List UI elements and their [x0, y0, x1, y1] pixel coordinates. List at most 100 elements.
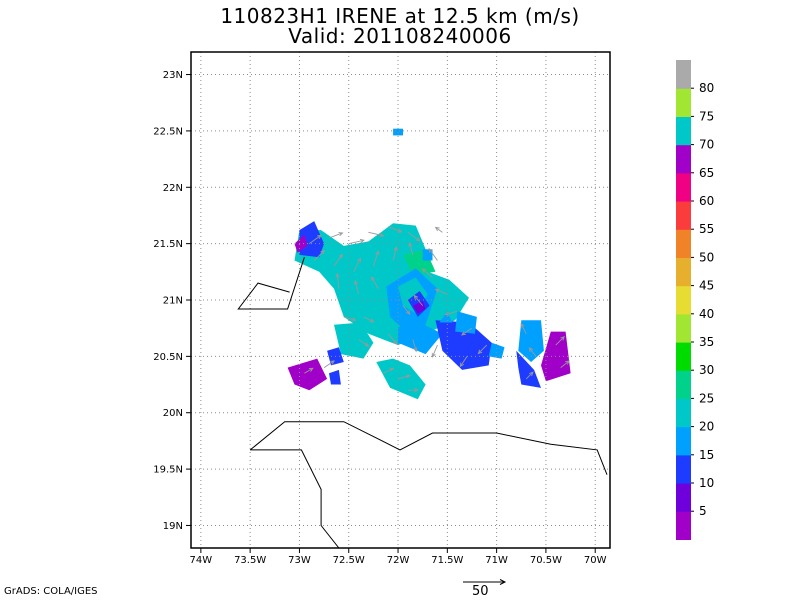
wind-speed-patch — [287, 358, 328, 391]
wind-vector-shaft — [520, 323, 527, 335]
wind-vector-head — [320, 249, 326, 255]
wind-vector — [461, 327, 473, 336]
colorbar-label: 45 — [699, 279, 714, 293]
wind-vector-shaft — [402, 305, 411, 315]
grads-credit: GrADS: COLA/IGES — [4, 586, 98, 597]
wind-vector-shaft — [528, 347, 537, 357]
lat-tick-label: 21.5N — [153, 239, 183, 250]
colorbar-segment — [676, 285, 691, 315]
colorbar-label: 30 — [699, 363, 714, 377]
lat-lon-grid — [191, 52, 610, 548]
wind-vector-shaft — [323, 360, 335, 369]
wind-vector — [477, 344, 488, 355]
wind-vector — [412, 339, 418, 353]
wind-vector-head — [392, 339, 398, 345]
wind-vector-head — [444, 311, 450, 316]
map-title-line2: Valid: 201108240006 — [288, 24, 512, 48]
wind-vector — [434, 226, 443, 233]
wind-vector — [304, 367, 314, 374]
wind-vector — [408, 242, 414, 256]
wind-vector-head — [317, 234, 322, 239]
lon-tick-label: 73W — [288, 555, 311, 566]
wind-vector — [371, 276, 379, 289]
colorbar-label: 40 — [699, 307, 714, 321]
wind-vector — [421, 268, 433, 278]
wind-vector-head — [351, 317, 357, 322]
wind-vector — [525, 371, 534, 380]
wind-vector-head — [330, 360, 336, 365]
wind-vector-shaft — [368, 231, 384, 237]
wind-vector-shaft — [309, 234, 322, 245]
wind-vector — [387, 333, 398, 345]
wind-vector-shaft — [328, 232, 343, 239]
lat-tick-label: 19N — [163, 521, 183, 532]
wind-vector-head — [413, 294, 419, 300]
wind-vector-shaft — [397, 375, 410, 380]
wind-vector-shaft — [560, 360, 570, 368]
wind-vector-shaft — [461, 327, 473, 336]
wind-vector-head — [338, 232, 344, 237]
wind-vector-shaft — [422, 268, 433, 278]
colorbar-label: 20 — [699, 420, 714, 434]
wind-vector-head — [528, 347, 534, 352]
wind-vector-head — [408, 242, 413, 248]
lon-tick-label: 70.5W — [530, 555, 562, 566]
colorbar-label: 75 — [699, 109, 714, 123]
colorbar-segment — [676, 229, 691, 258]
wind-vector-shaft — [304, 367, 314, 374]
wind-vector-head — [421, 268, 427, 273]
wind-vector-head — [560, 335, 565, 341]
colorbar-label: 55 — [699, 222, 714, 236]
lon-tick-label: 72.5W — [333, 555, 365, 566]
wind-vector-shaft — [387, 333, 397, 345]
wind-speed-shading — [287, 128, 571, 400]
colorbar-segment — [676, 144, 691, 174]
wind-vector — [392, 246, 398, 261]
lon-tick-label: 71W — [485, 555, 508, 566]
wind-vector-shaft — [445, 310, 458, 316]
wind-vectors — [304, 226, 570, 393]
colorbar: 5 10 15 20 25 30 35 40 45 50 55 60 65 70 75 80 — [676, 60, 714, 540]
colorbar-segment — [676, 342, 691, 371]
wind-speed-patch — [376, 358, 426, 400]
wind-vector-head — [434, 226, 440, 232]
wind-vector — [348, 238, 365, 245]
wind-vector-shaft — [392, 246, 397, 261]
colorbar-segment — [676, 426, 691, 456]
wind-vector — [353, 279, 360, 295]
wind-vector-head — [389, 367, 395, 372]
wind-vector — [328, 232, 344, 239]
wind-vector-shaft — [313, 250, 325, 261]
wind-vector — [383, 367, 395, 374]
wind-vector-head — [359, 238, 365, 244]
wind-vector-head — [364, 342, 370, 347]
wind-speed-patch — [455, 311, 477, 334]
wind-vector-head — [393, 246, 398, 252]
colorbar-segment — [676, 511, 691, 540]
wind-vector — [434, 288, 448, 295]
lat-tick-label: 21N — [163, 296, 183, 307]
wind-vector-head — [428, 247, 433, 253]
wind-vector-head — [528, 371, 534, 377]
lat-tick-label: 23N — [163, 70, 183, 81]
wind-vector-shaft — [358, 339, 369, 347]
wind-vector-shaft — [412, 339, 417, 352]
wind-vector — [343, 316, 357, 322]
wind-vector — [368, 231, 385, 238]
wind-vector-head — [397, 228, 403, 233]
wind-vector-shaft — [354, 280, 360, 295]
wind-vector — [459, 356, 468, 368]
wind-vector — [333, 253, 343, 267]
colorbar-segment — [676, 370, 691, 399]
wind-speed-patch — [294, 234, 308, 253]
wind-vector-head — [415, 237, 421, 242]
wind-vector-head — [431, 352, 436, 358]
wind-vector — [363, 316, 375, 323]
colorbar-segment — [676, 88, 691, 117]
coastlines — [237, 257, 608, 548]
wind-vector-shaft — [409, 243, 414, 256]
wind-vector-head — [405, 310, 411, 315]
colorbar-segment — [676, 398, 691, 428]
wind-vector — [309, 234, 322, 245]
wind-vector-shaft — [388, 226, 402, 233]
